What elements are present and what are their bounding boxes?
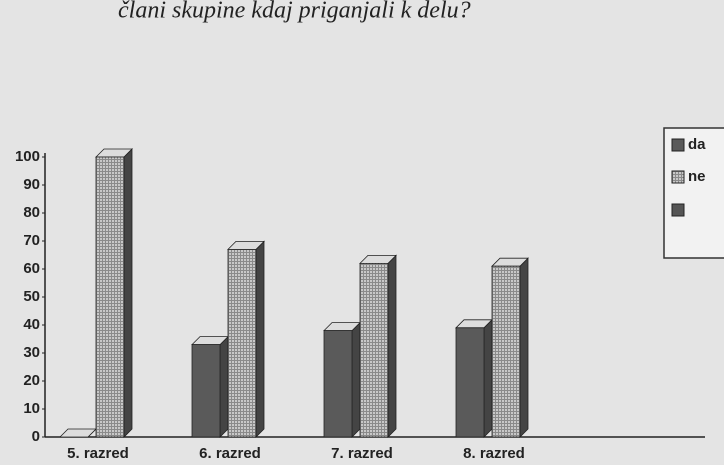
- legend-swatch: [671, 138, 685, 152]
- y-tick-label: 10: [23, 400, 40, 417]
- bar-side: [387, 254, 397, 438]
- y-tick-label: 50: [23, 288, 40, 305]
- bar-side: [219, 335, 229, 438]
- bar: [227, 248, 257, 438]
- bar-top: [59, 428, 97, 438]
- bar-side: [123, 148, 133, 438]
- bar: [191, 344, 221, 438]
- bar-side: [483, 318, 493, 438]
- legend-label: da: [688, 136, 706, 153]
- y-tick-label: 40: [23, 316, 40, 333]
- legend-swatch: [671, 203, 685, 217]
- bar-side: [351, 321, 361, 438]
- bar-side: [519, 257, 529, 438]
- x-tick-label: 8. razred: [463, 445, 525, 462]
- bar: [455, 327, 485, 438]
- y-tick-label: 70: [23, 232, 40, 249]
- x-tick-label: 6. razred: [199, 445, 261, 462]
- y-tick-label: 20: [23, 372, 40, 389]
- legend-swatch: [671, 170, 685, 184]
- bar: [95, 156, 125, 438]
- bar: [491, 265, 521, 438]
- chart-title: člani skupine kdaj priganjali k delu?: [118, 0, 471, 24]
- y-tick-label: 60: [23, 260, 40, 277]
- bar-side: [255, 240, 265, 438]
- y-tick-label: 90: [23, 176, 40, 193]
- x-tick-label: 5. razred: [67, 445, 129, 462]
- bar: [359, 262, 389, 438]
- y-tick-label: 100: [15, 148, 40, 165]
- y-tick-label: 0: [32, 428, 40, 445]
- x-tick-label: 7. razred: [331, 445, 393, 462]
- y-tick-label: 30: [23, 344, 40, 361]
- y-tick-label: 80: [23, 204, 40, 221]
- bar: [323, 330, 353, 438]
- legend-label: ne: [688, 168, 706, 185]
